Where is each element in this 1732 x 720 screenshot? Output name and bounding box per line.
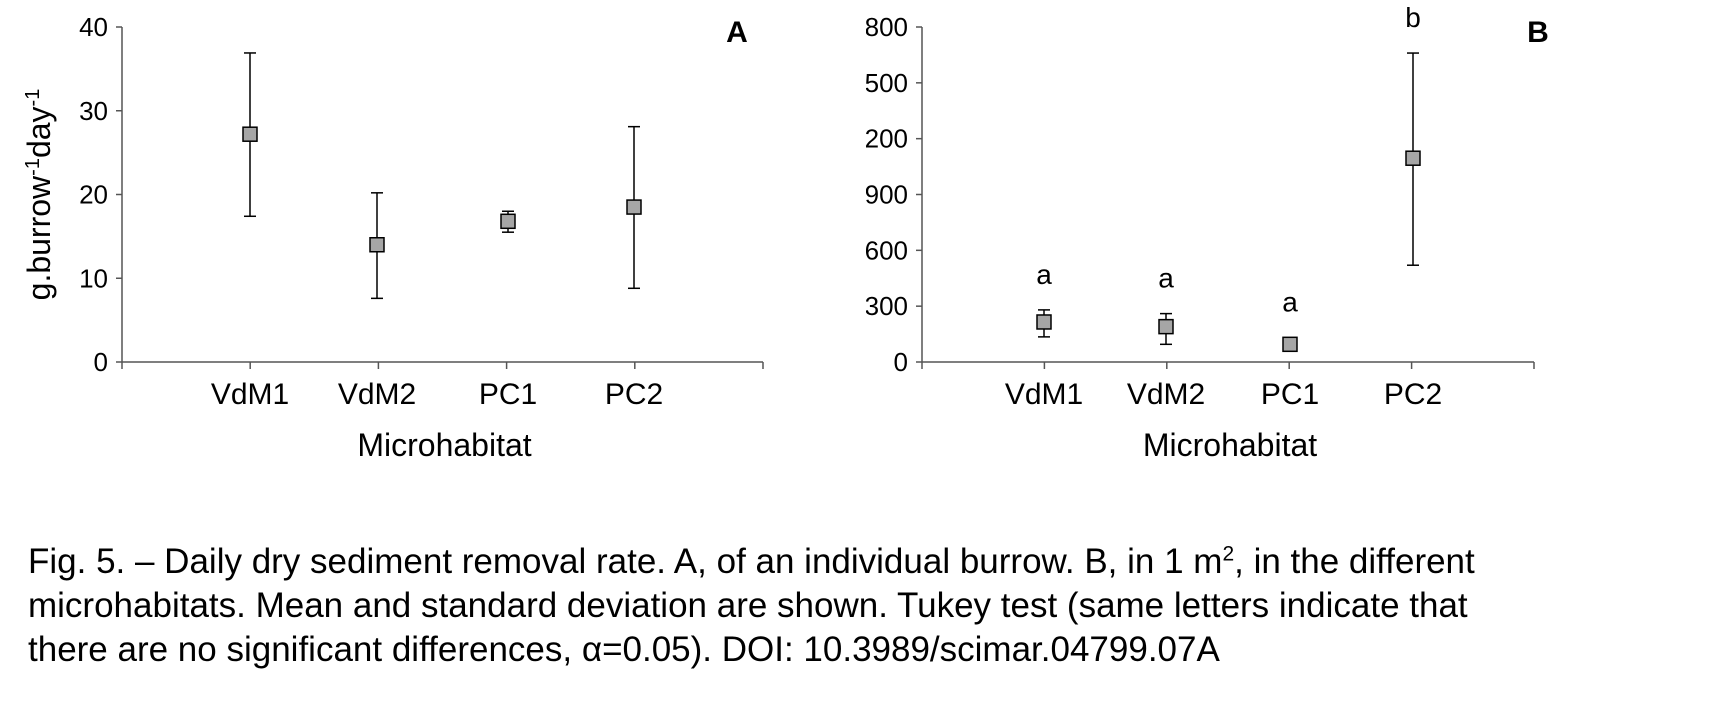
y-tick-label: 20 [79,180,108,210]
y-tick-label: 0 [894,347,908,377]
x-tick-label: PC2 [605,378,663,411]
x-axis-title: Microhabitat [357,427,531,463]
y-axis-title-superscript: -1 [22,158,44,176]
data-marker [1158,318,1174,335]
data-marker [1405,150,1421,166]
x-tick-label: PC2 [1384,378,1442,411]
data-marker [1036,314,1052,330]
data-point [369,192,385,300]
significance-letter: a [1036,259,1052,290]
x-tick-label: VdM2 [338,378,416,411]
x-tick-label: VdM1 [1005,378,1083,411]
figure-caption: Fig. 5. – Daily dry sediment removal rat… [28,540,1708,672]
x-axis-title: Microhabitat [1143,427,1317,463]
y-tick-label: 40 [79,12,108,42]
data-marker [626,199,642,215]
x-tick-label: VdM1 [211,378,289,411]
y-tick-label: 1800 [866,12,908,42]
data-marker [1282,336,1298,353]
y-tick-label: 900 [866,180,908,210]
chart-panel-a: 0 10 20 30 40 VdM1 VdM2 PC1 PC2 Microhabitat g.bur… [21,12,764,463]
y-tick-label: 1500 [866,68,908,98]
panel-label: B [1527,16,1549,49]
data-point [626,125,642,290]
caption-line-3: there are no significant differences, α=… [28,630,1220,669]
caption-superscript: 2 [1222,542,1235,566]
panel-label: A [726,16,748,49]
y-tick-label: 300 [866,291,908,321]
caption-line-1-tail: , in the different [1234,542,1475,581]
y-tick-label: 30 [79,96,108,126]
significance-letter: b [1405,2,1421,33]
chart-panel-b: 0 300 600 900 1200 1500 1800 VdM1 VdM2 PC1 PC2 Micr… [866,2,1549,463]
x-tick-label: VdM2 [1127,378,1205,411]
caption-line-2: microhabitats. Mean and standard deviati… [28,586,1468,625]
data-point [242,52,258,218]
y-tick-label: 10 [79,263,108,293]
y-tick-label: 0 [94,347,108,377]
data-marker [500,213,516,230]
x-tick-label: PC1 [479,378,537,411]
caption-line-1-text: Fig. 5. – Daily dry sediment removal rat… [28,542,1223,581]
y-tick-label: 600 [866,235,908,265]
data-point: a [1036,259,1052,338]
caption-line-1: Fig. 5. – Daily dry sediment removal rat… [28,540,1708,584]
y-axis-title-part: day [21,106,57,158]
y-axis-title-part: g.burrow [21,175,57,300]
data-point: b [1405,2,1421,266]
y-axis-title: g.burrow-1day-1 [21,89,57,301]
y-tick-label: 1200 [866,124,908,154]
y-axis-title-superscript: -1 [22,89,44,107]
data-point: a [1282,286,1298,353]
significance-letter: a [1282,286,1298,317]
data-marker [369,237,385,253]
significance-letter: a [1158,263,1174,294]
x-tick-label: PC1 [1261,378,1319,411]
data-marker [242,126,258,142]
data-point [500,210,516,233]
data-point: a [1158,263,1174,346]
